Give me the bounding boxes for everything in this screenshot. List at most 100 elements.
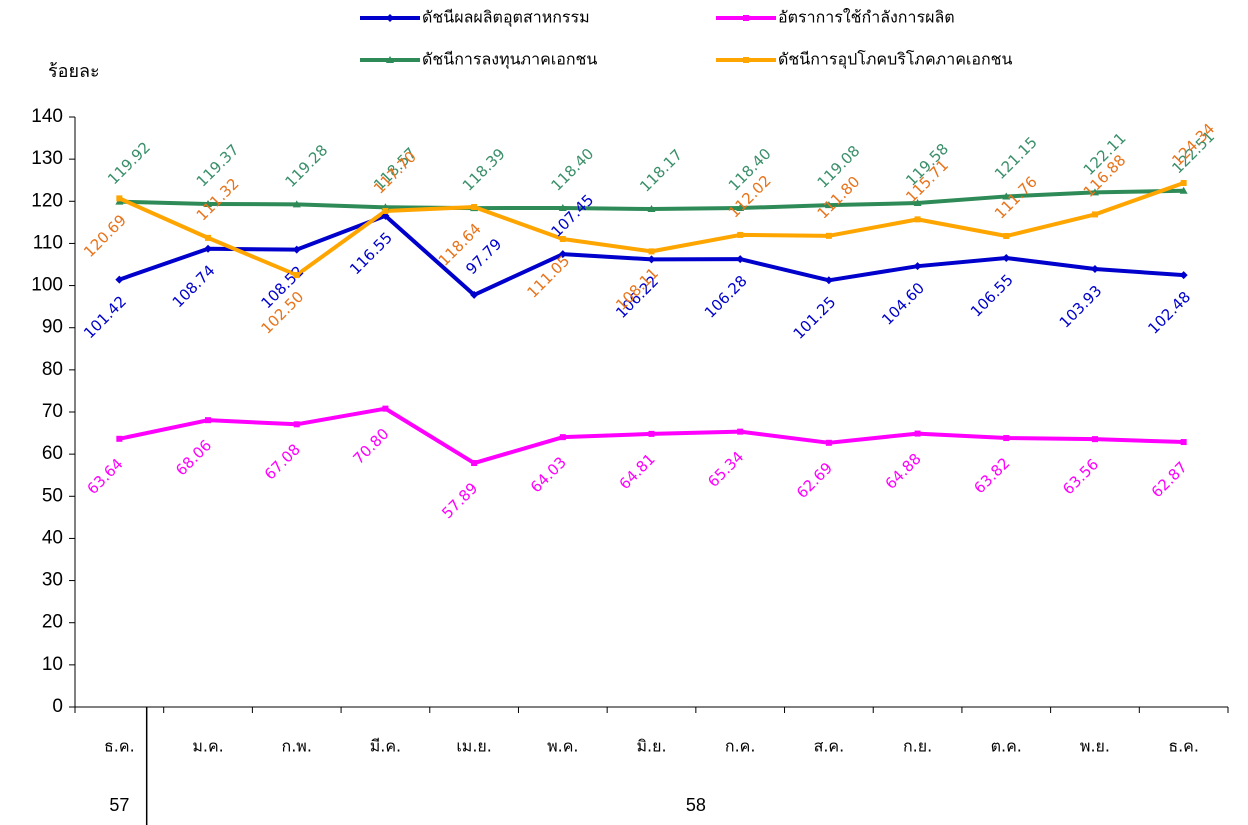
- data-label: 101.42: [80, 292, 130, 342]
- legend-label: ดัชนีการลงทุนภาคเอกชน: [422, 50, 597, 70]
- marker: [292, 200, 301, 208]
- marker: [1003, 233, 1010, 240]
- data-label: 106.28: [701, 272, 751, 322]
- y-tick-label: 30: [42, 570, 63, 591]
- x-tick-label: ม.ค.: [192, 737, 223, 756]
- x-tick-label: ธ.ค.: [1168, 737, 1199, 756]
- marker: [386, 56, 394, 63]
- marker: [1003, 435, 1010, 442]
- marker: [913, 262, 922, 271]
- marker: [382, 405, 389, 412]
- data-label: 103.93: [1056, 282, 1106, 332]
- data-label: 62.69: [793, 459, 836, 502]
- marker: [824, 276, 833, 285]
- marker: [1180, 439, 1187, 446]
- data-label: 107.45: [548, 191, 598, 241]
- marker: [1180, 179, 1187, 186]
- y-tick-label: 110: [33, 232, 63, 253]
- marker: [648, 430, 655, 437]
- data-label: 65.34: [704, 448, 747, 491]
- x-group-label: 57: [109, 795, 129, 815]
- data-label: 118.40: [548, 145, 598, 195]
- legend-label: ดัชนีผลผลิตอุตสาหกรรม: [422, 8, 590, 28]
- y-axis-label: ร้อยละ: [48, 61, 100, 82]
- x-tick-label: มิ.ย.: [636, 737, 666, 756]
- x-tick-label: ก.พ.: [282, 737, 312, 756]
- marker: [116, 195, 123, 202]
- data-label: 118.17: [636, 146, 686, 196]
- marker: [914, 216, 921, 223]
- y-tick-label: 10: [42, 654, 63, 675]
- x-tick-label: พ.ค.: [547, 737, 578, 756]
- marker: [736, 255, 745, 264]
- x-tick-label: เม.ย.: [456, 737, 492, 756]
- data-label: 119.28: [281, 141, 331, 191]
- marker: [1091, 211, 1098, 218]
- x-tick-label: ก.ย.: [903, 737, 932, 756]
- marker: [1179, 271, 1188, 280]
- marker: [471, 460, 478, 467]
- marker: [737, 428, 744, 435]
- data-label: 102.48: [1144, 288, 1194, 338]
- marker: [559, 434, 566, 441]
- marker: [204, 199, 213, 207]
- data-label: 67.08: [261, 440, 304, 483]
- marker: [736, 204, 745, 212]
- x-tick-label: ก.ค.: [725, 737, 756, 756]
- x-tick-label: มี.ค.: [370, 737, 401, 756]
- y-tick-label: 140: [31, 106, 63, 127]
- data-label: 64.81: [616, 450, 659, 493]
- y-tick-label: 20: [42, 612, 63, 633]
- marker: [743, 15, 749, 21]
- marker: [913, 199, 922, 207]
- x-tick-label: ธ.ค.: [104, 737, 135, 756]
- marker: [293, 272, 300, 279]
- y-tick-label: 120: [31, 190, 63, 211]
- marker: [382, 207, 389, 214]
- data-label: 106.55: [967, 271, 1017, 321]
- marker: [471, 204, 478, 211]
- y-tick-label: 0: [52, 696, 63, 717]
- marker: [116, 435, 123, 442]
- legend-label: ดัชนีการอุปโภคบริโภคภาคเอกชน: [778, 50, 1013, 70]
- marker: [737, 231, 744, 238]
- marker: [558, 204, 567, 212]
- data-label: 68.06: [172, 436, 215, 479]
- marker: [1090, 188, 1099, 196]
- marker: [292, 245, 301, 254]
- y-tick-label: 70: [42, 401, 63, 422]
- data-label: 70.80: [350, 425, 393, 468]
- y-tick-label: 100: [31, 275, 63, 296]
- marker: [205, 417, 212, 424]
- marker: [293, 421, 300, 428]
- marker: [1002, 253, 1011, 262]
- marker: [914, 430, 921, 437]
- data-label: 119.92: [104, 138, 154, 188]
- data-label: 108.74: [169, 261, 219, 311]
- x-group-label: 58: [686, 795, 706, 815]
- y-tick-label: 80: [42, 359, 63, 380]
- x-tick-label: ต.ค.: [991, 737, 1022, 756]
- data-label: 121.15: [991, 133, 1041, 183]
- x-tick-label: พ.ย.: [1080, 737, 1110, 756]
- marker: [470, 290, 479, 299]
- marker: [647, 255, 656, 264]
- marker: [824, 201, 833, 209]
- marker: [1179, 186, 1188, 194]
- y-tick-label: 130: [31, 148, 63, 169]
- data-label: 63.64: [83, 455, 126, 498]
- data-label: 57.89: [438, 479, 481, 522]
- marker: [558, 250, 567, 259]
- marker: [1002, 192, 1011, 200]
- marker: [205, 234, 212, 241]
- y-tick-label: 40: [42, 527, 63, 548]
- y-tick-label: 50: [42, 485, 63, 506]
- data-label: 104.60: [878, 279, 928, 329]
- data-label: 63.56: [1059, 455, 1102, 498]
- data-label: 63.82: [970, 454, 1013, 497]
- marker: [386, 14, 394, 22]
- marker: [825, 232, 832, 239]
- marker: [743, 57, 749, 63]
- y-tick-label: 90: [42, 317, 63, 338]
